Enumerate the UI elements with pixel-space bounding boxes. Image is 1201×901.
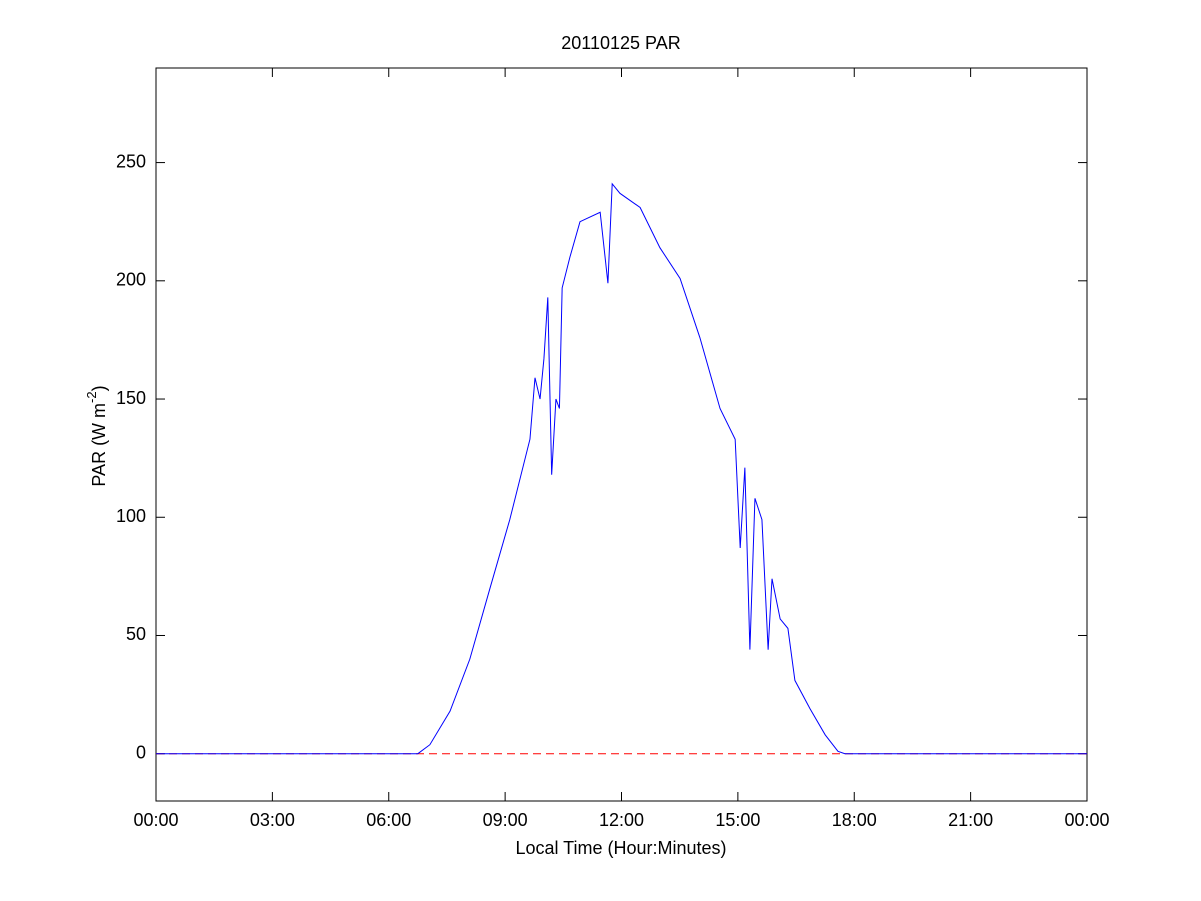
series-line: [156, 182, 1087, 755]
x-tick-label: 18:00: [832, 810, 877, 830]
y-axis-label: PAR (W m-2): [84, 385, 108, 486]
y-tick-label: 50: [126, 624, 146, 644]
chart-title: 20110125 PAR: [561, 33, 680, 53]
x-tick-label: 15:00: [715, 810, 760, 830]
x-tick-label: 09:00: [483, 810, 528, 830]
x-axis-label: Local Time (Hour:Minutes): [515, 838, 726, 858]
x-tick-label: 03:00: [250, 810, 295, 830]
x-tick-label: 12:00: [599, 810, 644, 830]
plot-area: [155, 67, 1088, 802]
y-label-sup: -2: [84, 391, 99, 403]
x-tick-label: 21:00: [948, 810, 993, 830]
y-label-suffix: ): [89, 385, 109, 391]
x-tick-label: 00:00: [133, 810, 178, 830]
x-tick-label: 00:00: [1064, 810, 1109, 830]
y-tick-label: 150: [116, 388, 146, 408]
x-tick-label: 06:00: [366, 810, 411, 830]
y-tick-label: 100: [116, 506, 146, 526]
y-label-text: PAR (W m: [89, 403, 109, 487]
y-tick-label: 250: [116, 151, 146, 171]
y-tick-label: 0: [136, 742, 146, 762]
y-tick-label: 200: [116, 270, 146, 290]
